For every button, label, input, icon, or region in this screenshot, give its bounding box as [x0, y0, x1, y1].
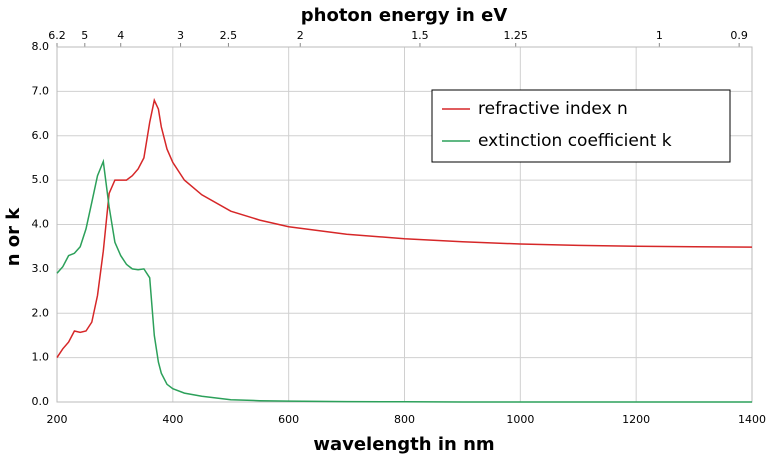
x2-tick-label: 1.5: [411, 29, 429, 42]
x2-tick-label: 1.25: [503, 29, 528, 42]
x-tick-label: 1000: [506, 413, 534, 426]
legend-label: refractive index n: [478, 99, 628, 119]
y-axis-title: n or k: [3, 207, 24, 267]
y-tick-label: 8.0: [32, 40, 50, 53]
x2-axis-title: photon energy in eV: [301, 5, 508, 26]
x2-tick-label: 2.5: [220, 29, 238, 42]
x-tick-label: 1200: [622, 413, 650, 426]
x-tick-label: 800: [394, 413, 415, 426]
x2-tick-label: 1: [656, 29, 663, 42]
line-series: [56, 158, 752, 403]
y-tick-label: 3.0: [32, 262, 50, 275]
x2-tick-label: 0.9: [730, 29, 748, 42]
x-axis-title: wavelength in nm: [313, 434, 494, 455]
x2-tick-label: 3: [177, 29, 184, 42]
x-tick-label: 400: [162, 413, 183, 426]
x2-tick-label: 5: [81, 29, 88, 42]
y-tick-label: 5.0: [32, 173, 50, 186]
y-tick-label: 0.0: [32, 395, 50, 408]
y-tick-label: 4.0: [32, 218, 50, 231]
legend-label: extinction coefficient k: [478, 131, 672, 151]
legend-box: [431, 89, 731, 163]
y-tick-label: 6.0: [32, 129, 50, 142]
x-tick-label: 1400: [738, 413, 766, 426]
x2-tick-label: 2: [297, 29, 304, 42]
y-tick-label: 7.0: [32, 84, 50, 97]
x2-tick-label: 4: [117, 29, 124, 42]
x2-tick-label: 6.2: [48, 29, 66, 42]
line-series: [56, 97, 753, 359]
x-tick-label: 200: [47, 413, 68, 426]
x-tick-label: 600: [278, 413, 299, 426]
y-tick-label: 2.0: [32, 306, 50, 319]
y-tick-label: 1.0: [32, 351, 50, 364]
